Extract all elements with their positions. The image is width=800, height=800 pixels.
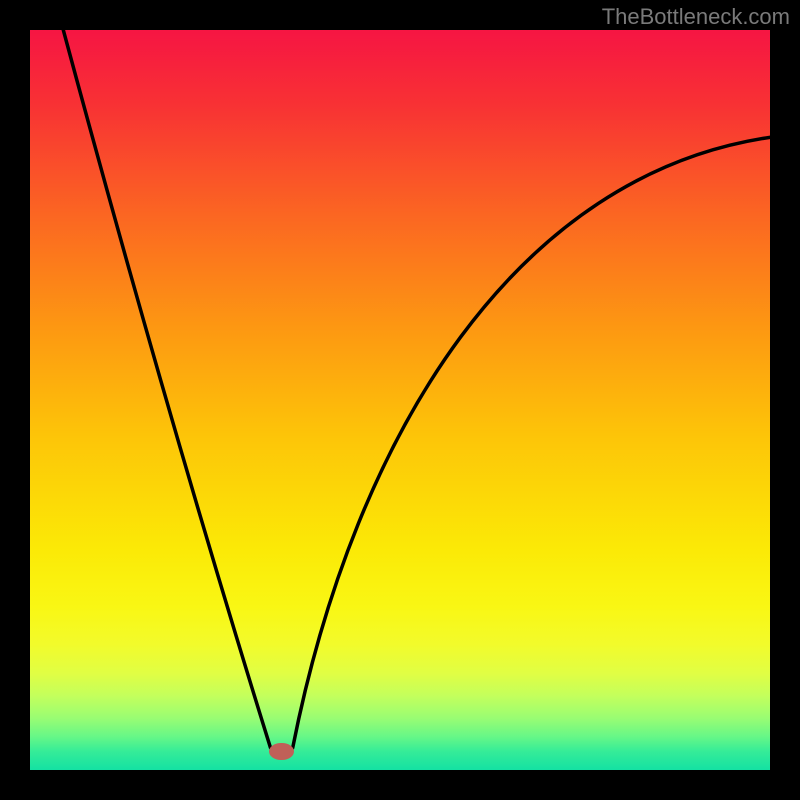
plot-area <box>30 30 770 770</box>
chart-container: TheBottleneck.com <box>0 0 800 800</box>
curve-path <box>63 30 770 748</box>
watermark-text: TheBottleneck.com <box>602 4 790 30</box>
bottleneck-curve <box>30 30 770 770</box>
